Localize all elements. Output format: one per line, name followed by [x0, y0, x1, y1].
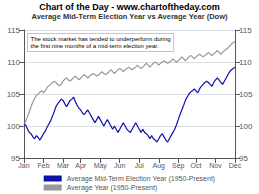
- svg-text:Nov: Nov: [209, 162, 222, 169]
- svg-text:110: 110: [239, 58, 252, 67]
- svg-text:115: 115: [7, 26, 20, 35]
- svg-text:95: 95: [11, 153, 20, 163]
- svg-text:100: 100: [239, 122, 253, 131]
- svg-text:100: 100: [7, 122, 21, 131]
- svg-text:The stock market has tended to: The stock market has tended to underperf…: [31, 36, 171, 42]
- svg-text:Oct: Oct: [191, 162, 202, 169]
- svg-text:May: May: [94, 162, 108, 170]
- svg-text:Feb: Feb: [37, 162, 49, 169]
- svg-text:Jun: Jun: [114, 162, 125, 169]
- svg-text:110: 110: [7, 58, 20, 67]
- svg-text:95: 95: [239, 153, 248, 163]
- svg-text:Apr: Apr: [75, 162, 87, 170]
- svg-text:105: 105: [239, 90, 253, 99]
- svg-text:Average Mid-Term Election Year: Average Mid-Term Election Year (1950-Pre…: [67, 175, 216, 183]
- svg-text:105: 105: [7, 90, 21, 99]
- svg-text:115: 115: [239, 26, 252, 35]
- svg-text:Chart of the Day - www.chartof: Chart of the Day - www.chartoftheday.com: [39, 2, 220, 12]
- svg-text:Sep: Sep: [172, 162, 185, 170]
- svg-text:Mar: Mar: [57, 162, 70, 169]
- svg-text:the first nine months of a mid: the first nine months of a mid-term elec…: [31, 43, 159, 49]
- svg-text:Jul: Jul: [135, 162, 144, 169]
- svg-text:Dec: Dec: [229, 162, 242, 169]
- svg-text:Aug: Aug: [153, 162, 166, 170]
- svg-text:Average Year (1950-Present): Average Year (1950-Present): [67, 184, 158, 192]
- svg-text:Average Mid-Term Election Year: Average Mid-Term Election Year vs Averag…: [32, 12, 228, 21]
- svg-text:Jan: Jan: [18, 162, 29, 169]
